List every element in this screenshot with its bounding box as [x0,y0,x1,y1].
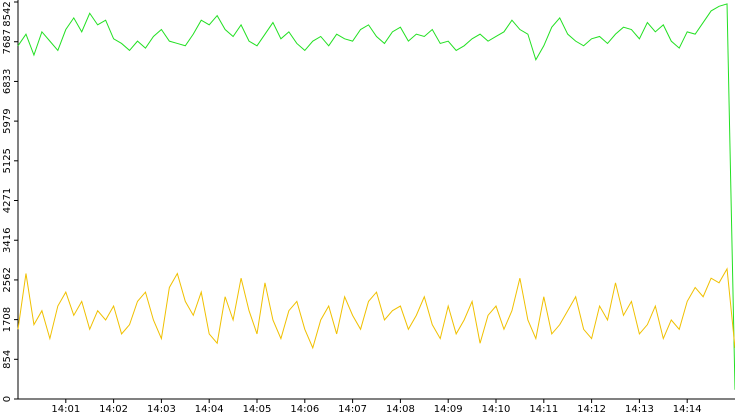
y-tick-label: 8542 [2,1,13,26]
y-tick-label: 3416 [2,228,13,253]
y-tick-label: 5125 [2,148,13,173]
x-tick-label: 14:02 [99,404,128,415]
y-tick-label: 0 [2,396,13,402]
y-tick-label: 1708 [2,307,13,332]
y-tick-label: 4271 [2,188,13,213]
x-tick-label: 14:12 [577,404,606,415]
x-tick-label: 14:10 [482,404,511,415]
y-tick-label: 2562 [2,267,13,292]
y-tick-label: 854 [2,350,13,369]
series-line [17,267,735,350]
series-line [17,3,735,390]
y-tick-label: 6833 [2,69,13,94]
x-tick-label: 14:05 [243,404,272,415]
x-tick-label: 14:04 [195,404,224,415]
x-tick-label: 14:03 [147,404,176,415]
x-tick-label: 14:08 [386,404,415,415]
x-tick-label: 14:01 [51,404,80,415]
y-tick-label: 5979 [2,108,13,133]
y-tick-label: 7687 [2,29,13,54]
x-tick-label: 14:11 [529,404,558,415]
x-tick-label: 14:06 [290,404,319,415]
x-tick-label: 14:09 [434,404,463,415]
x-tick-label: 14:14 [673,404,702,415]
x-tick-label: 14:13 [625,404,654,415]
x-tick-label: 14:07 [338,404,367,415]
